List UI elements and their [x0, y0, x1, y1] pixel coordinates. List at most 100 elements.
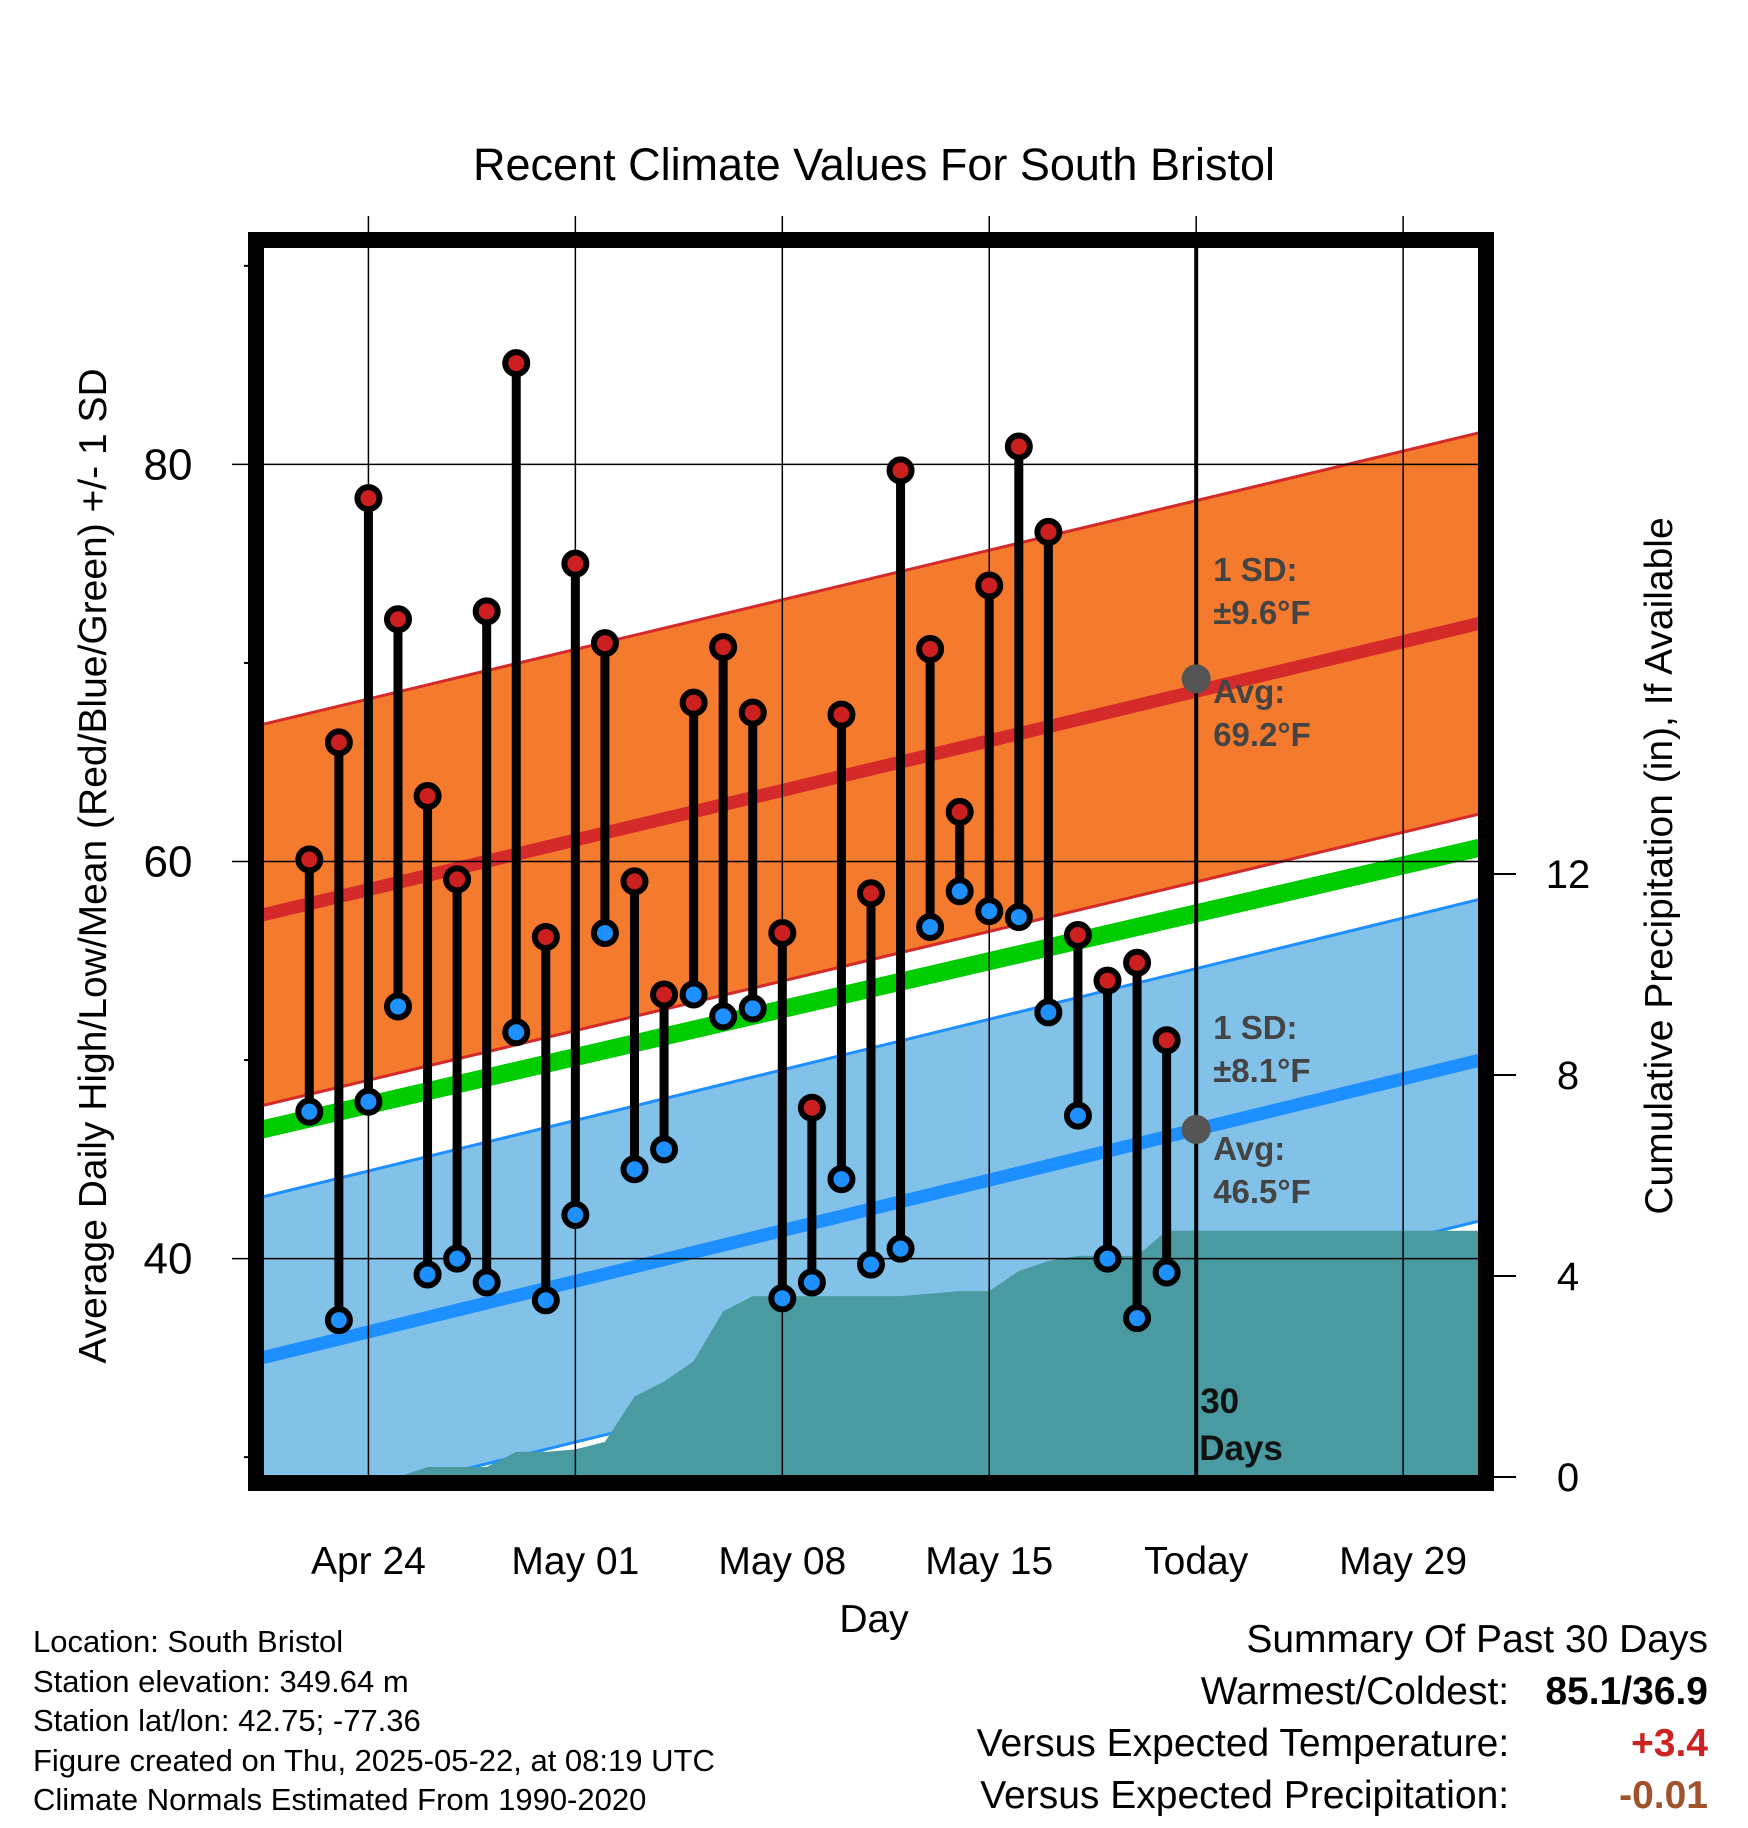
- high-temp-point: [738, 698, 767, 727]
- x-tick-label: May 29: [1339, 1540, 1467, 1583]
- high-temp-point: [679, 688, 708, 717]
- precip-label: Versus Expected Precipitation:: [980, 1774, 1510, 1817]
- low-sd-label: 1 SD:: [1213, 1009, 1297, 1046]
- precip-row: Versus Expected Precipitation: -0.01: [977, 1770, 1708, 1822]
- temp-row: Versus Expected Temperature: +3.4: [977, 1718, 1708, 1770]
- x-tick-label: May 01: [511, 1540, 639, 1583]
- y-left-tick-label: 60: [144, 838, 193, 887]
- low-temp-point: [383, 992, 412, 1021]
- high-temp-point: [857, 879, 885, 908]
- high-temp-point: [472, 597, 501, 626]
- created-text: Figure created on Thu, 2025-05-22, at 08…: [33, 1742, 715, 1778]
- high-normal-upper-edge: [262, 431, 1480, 726]
- low-temp-point: [472, 1268, 501, 1297]
- high-temp-point: [590, 629, 619, 658]
- summary-heading: Summary Of Past 30 Days: [1246, 1618, 1708, 1661]
- warmest-label: Warmest/Coldest:: [1200, 1670, 1510, 1713]
- location-text: Location: South Bristol: [33, 1624, 344, 1659]
- y-axis-left-label: Average Daily High/Low/Mean (Red/Blue/Gr…: [72, 368, 115, 1363]
- temp-value: +3.4: [1631, 1722, 1708, 1765]
- x-tick-label: May 15: [925, 1540, 1053, 1583]
- high-temp-point: [1063, 920, 1092, 949]
- low-sd-value: ±8.1°F: [1213, 1052, 1310, 1089]
- low-average-marker: [1181, 1115, 1211, 1145]
- low-temp-point: [916, 913, 945, 942]
- precipitation-area: [262, 1230, 1480, 1477]
- low-temp-point: [797, 1268, 826, 1297]
- high-temp-point: [1034, 517, 1063, 546]
- low-temp-point: [620, 1155, 649, 1184]
- low-temp-point: [975, 897, 1004, 926]
- station-info: Location: South Bristol Station elevatio…: [33, 1622, 715, 1820]
- chart-title: Recent Climate Values For South Bristol: [473, 139, 1275, 190]
- high-temp-point: [502, 349, 531, 378]
- high-temp-point: [650, 980, 679, 1009]
- low-temp-point: [531, 1286, 560, 1315]
- high-temp-point: [916, 635, 945, 664]
- high-temp-point: [531, 922, 560, 951]
- high-temp-point: [827, 700, 856, 729]
- low-temp-point: [768, 1284, 797, 1313]
- days-count-label: 30: [1200, 1382, 1239, 1421]
- high-temp-point: [768, 918, 797, 947]
- low-temp-point: [443, 1244, 472, 1273]
- low-temp-point: [886, 1234, 915, 1263]
- x-tick-label: Today: [1144, 1540, 1249, 1583]
- plot-frame: [248, 232, 1494, 1491]
- high-temp-point: [561, 549, 590, 578]
- high-avg-label: Avg:: [1213, 673, 1285, 710]
- low-temp-point: [561, 1200, 590, 1229]
- y-left-tick-label: 40: [144, 1235, 193, 1284]
- low-temp-point: [295, 1097, 324, 1126]
- plot-area: 1 SD: ±9.6°F Avg: 69.2°F 1 SD: ±8.1°F Avg: 46.5…: [144, 216, 1591, 1583]
- warmest-row: Warmest/Coldest: 85.1/36.9: [977, 1666, 1708, 1718]
- x-tick-label: May 08: [718, 1540, 846, 1583]
- low-temp-point: [650, 1135, 679, 1164]
- high-temp-point: [1004, 432, 1033, 461]
- high-temp-point: [945, 797, 974, 826]
- high-sd-value: ±9.6°F: [1213, 594, 1310, 631]
- y-axis-right-label: Cumulative Precipitation (in), If Availa…: [1638, 517, 1681, 1214]
- low-temp-point: [1093, 1244, 1122, 1273]
- low-temp-point: [1123, 1304, 1152, 1333]
- high-avg-value: 69.2°F: [1213, 716, 1311, 753]
- high-temp-point: [709, 633, 738, 662]
- y-right-tick-label: 8: [1557, 1054, 1579, 1098]
- high-average-marker: [1181, 664, 1211, 694]
- high-temp-point: [620, 867, 649, 896]
- high-sd-label: 1 SD:: [1213, 551, 1297, 588]
- low-avg-value: 46.5°F: [1213, 1173, 1311, 1210]
- x-axis-label: Day: [839, 1598, 909, 1641]
- high-temp-point: [1093, 966, 1122, 995]
- temp-label: Versus Expected Temperature:: [976, 1722, 1510, 1765]
- summary-panel: Summary Of Past 30 Days Warmest/Coldest:…: [977, 1614, 1708, 1822]
- low-temp-point: [1063, 1101, 1092, 1130]
- high-temp-point: [295, 845, 324, 874]
- high-temp-point: [443, 865, 472, 894]
- high-temp-point: [324, 728, 353, 757]
- precip-value: -0.01: [1619, 1774, 1708, 1817]
- y-left-tick-label: 80: [144, 440, 193, 489]
- warmest-value: 85.1/36.9: [1545, 1670, 1708, 1713]
- y-right-tick-label: 12: [1546, 853, 1591, 897]
- low-temp-point: [857, 1250, 885, 1279]
- days-word-label: Days: [1199, 1429, 1283, 1468]
- low-temp-point: [709, 1002, 738, 1031]
- low-temp-point: [354, 1087, 383, 1116]
- low-temp-point: [827, 1165, 856, 1194]
- high-average-line: [262, 616, 1480, 922]
- high-temp-point: [1152, 1026, 1181, 1055]
- high-temp-point: [383, 605, 412, 634]
- y-right-tick-label: 0: [1557, 1456, 1579, 1500]
- low-avg-label: Avg:: [1213, 1130, 1285, 1167]
- low-temp-point: [590, 918, 619, 947]
- low-temp-point: [1152, 1258, 1181, 1287]
- low-temp-point: [738, 994, 767, 1023]
- low-temp-point: [945, 877, 974, 906]
- high-temp-point: [354, 484, 383, 513]
- low-temp-point: [679, 980, 708, 1009]
- high-temp-point: [413, 781, 442, 810]
- low-temp-point: [324, 1306, 353, 1335]
- y-right-tick-label: 4: [1557, 1255, 1579, 1299]
